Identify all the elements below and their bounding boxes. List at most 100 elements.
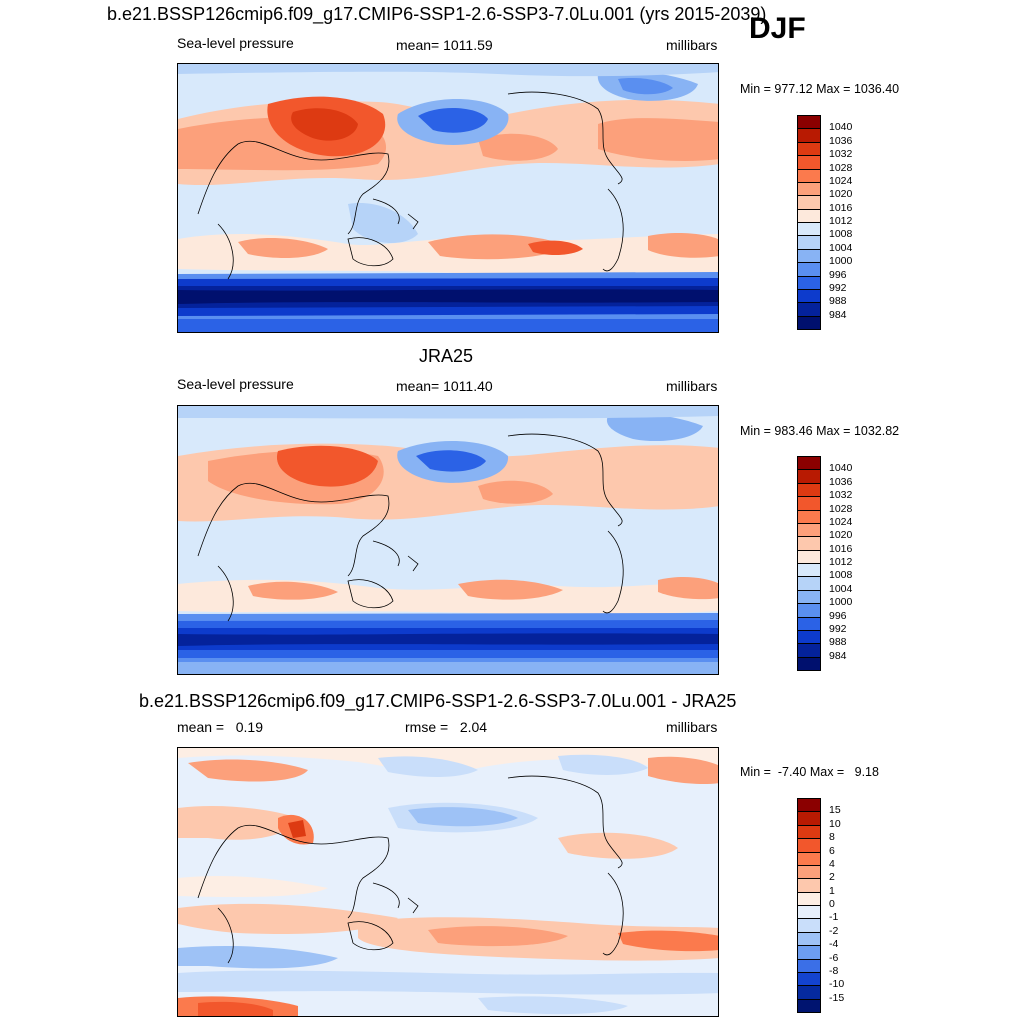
colorbar-swatch (797, 302, 821, 317)
colorbar-tick-label: 1024 (829, 515, 853, 528)
colorbar-tick-label: -10 (829, 978, 845, 991)
panel-1-variable-label: Sea-level pressure (177, 35, 294, 51)
colorbar-tick-label: 0 (829, 898, 835, 910)
panel-3-units-label: millibars (666, 719, 718, 735)
colorbar-swatch (797, 798, 821, 813)
colorbar-swatch (797, 208, 821, 223)
colorbar-tick-label: 996 (829, 609, 847, 622)
colorbar-swatch (797, 315, 821, 330)
panel-3-title: b.e21.BSSP126cmip6.f09_g17.CMIP6-SSP1-2.… (139, 691, 737, 711)
panel-1-map (177, 63, 719, 333)
colorbar-tick-label: 1012 (829, 215, 853, 227)
panel-2-variable-label: Sea-level pressure (177, 376, 294, 392)
colorbar-tick-label: 988 (829, 636, 847, 649)
colorbar-swatch (797, 235, 821, 250)
colorbar-tick-label: -6 (829, 951, 839, 964)
panel-3-colorbar: 15 10 8 6 4 2 1 0 -1 -2 -4 -6 -8 -10 -15 (797, 798, 844, 1013)
colorbar-tick-label: 1 (829, 884, 835, 897)
colorbar-swatch (797, 811, 821, 826)
colorbar-swatch (797, 509, 821, 524)
colorbar-swatch (797, 248, 821, 264)
colorbar-swatch (797, 522, 821, 538)
colorbar-tick-label: 1020 (829, 188, 853, 201)
colorbar-swatch (797, 456, 821, 471)
colorbar-tick-label: 8 (829, 831, 835, 844)
colorbar-swatch (797, 878, 821, 893)
colorbar-tick-label: 15 (829, 804, 841, 817)
colorbar-tick-label: 1032 (829, 148, 853, 161)
colorbar-swatch (797, 549, 821, 564)
colorbar-swatch (797, 931, 821, 947)
colorbar-swatch (797, 971, 821, 987)
colorbar-swatch (797, 851, 821, 866)
colorbar-swatch (797, 838, 821, 853)
colorbar-tick-label: 1028 (829, 502, 853, 515)
colorbar-swatch (797, 288, 821, 304)
colorbar-swatch (797, 195, 821, 210)
panel-3-map (177, 747, 719, 1017)
colorbar-swatch (797, 576, 821, 591)
panel-2-map (177, 405, 719, 675)
colorbar-tick-label: 1016 (829, 201, 853, 214)
colorbar-tick-label: 984 (829, 649, 847, 662)
colorbar-tick-label: 1000 (829, 255, 853, 268)
panel-1-mean-label: mean= 1011.59 (396, 37, 493, 53)
colorbar-swatch (797, 864, 821, 880)
colorbar-swatch (797, 222, 821, 237)
colorbar-swatch (797, 603, 821, 618)
panel-3-rmse-label: rmse = 2.04 (405, 719, 488, 735)
colorbar-swatch (797, 656, 821, 671)
colorbar-tick-label: 1004 (829, 582, 853, 595)
colorbar-swatch (797, 563, 821, 578)
colorbar-swatch (797, 168, 821, 183)
colorbar-tick-label: -8 (829, 964, 839, 977)
colorbar-swatch (797, 891, 821, 906)
colorbar-swatch (797, 469, 821, 484)
panel-1-units-label: millibars (666, 37, 718, 53)
colorbar-swatch (797, 824, 821, 840)
colorbar-tick-label: -1 (829, 911, 839, 924)
colorbar-swatch (797, 275, 821, 290)
colorbar-tick-label: 1036 (829, 134, 853, 147)
colorbar-tick-label: 1004 (829, 241, 853, 254)
colorbar-tick-label: 992 (829, 281, 847, 294)
colorbar-swatch (797, 115, 821, 130)
colorbar-swatch (797, 616, 821, 631)
colorbar-tick-label: 1040 (829, 462, 853, 475)
colorbar-swatch (797, 496, 821, 511)
colorbar-tick-label: 1008 (829, 569, 853, 582)
colorbar-tick-label: 1008 (829, 228, 853, 241)
colorbar-tick-label: 1028 (829, 161, 853, 174)
panel-2-mean-label: mean= 1011.40 (396, 378, 493, 394)
colorbar-tick-label: 1020 (829, 529, 853, 542)
colorbar-tick-label: 2 (829, 871, 835, 884)
colorbar-swatch (797, 262, 821, 277)
panel-3-mean-label: mean = 0.19 (177, 719, 264, 735)
colorbar-swatch (797, 482, 821, 498)
colorbar-swatch (797, 141, 821, 157)
colorbar-tick-label: 10 (829, 817, 841, 830)
panel-3-minmax: Min = -7.40 Max = 9.18 (740, 765, 879, 779)
colorbar-swatch (797, 589, 821, 605)
colorbar-tick-label: 996 (829, 268, 847, 281)
colorbar-swatch (797, 128, 821, 143)
colorbar-tick-label: -4 (829, 938, 839, 951)
colorbar-tick-label: 1012 (829, 556, 853, 568)
colorbar-tick-label: 1016 (829, 542, 853, 555)
colorbar-swatch (797, 643, 821, 658)
colorbar-swatch (797, 629, 821, 645)
panel-2-minmax: Min = 983.46 Max = 1032.82 (740, 424, 900, 438)
panel-2-title: JRA25 (419, 346, 474, 366)
panel-2-colorbar: 1040 1036 1032 1028 1024 1020 1016 1012 1008 1004… (797, 456, 852, 671)
panel-1-colorbar: 1040 1036 1032 1028 1024 1020 1016 1012 1008 1004… (797, 115, 852, 330)
colorbar-tick-label: 1040 (829, 121, 853, 134)
colorbar-swatch (797, 155, 821, 170)
colorbar-tick-label: 992 (829, 622, 847, 635)
colorbar-tick-label: -2 (829, 924, 839, 937)
colorbar-swatch (797, 536, 821, 551)
colorbar-tick-label: 1036 (829, 475, 853, 488)
colorbar-tick-label: 1024 (829, 174, 853, 187)
colorbar-swatch (797, 905, 821, 920)
colorbar-tick-label: 4 (829, 857, 835, 870)
panel-1-title: b.e21.BSSP126cmip6.f09_g17.CMIP6-SSP1-2.… (107, 4, 767, 24)
